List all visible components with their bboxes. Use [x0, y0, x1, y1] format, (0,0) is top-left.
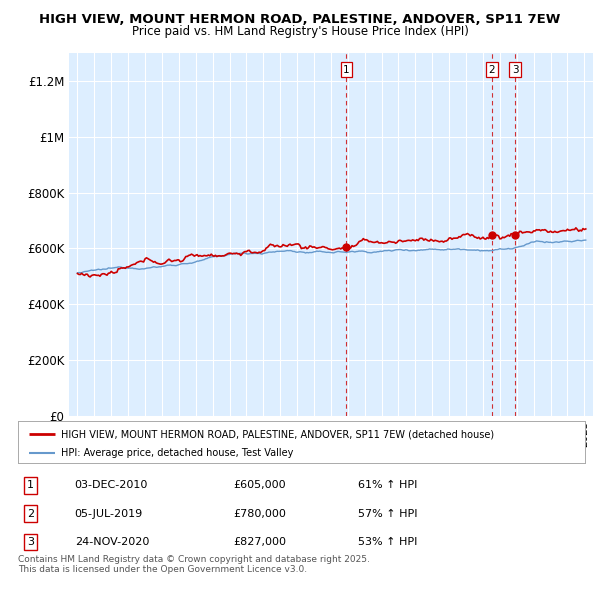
- Text: 61% ↑ HPI: 61% ↑ HPI: [358, 480, 418, 490]
- Text: Contains HM Land Registry data © Crown copyright and database right 2025.
This d: Contains HM Land Registry data © Crown c…: [18, 555, 370, 574]
- Text: 05-JUL-2019: 05-JUL-2019: [75, 509, 143, 519]
- Text: £605,000: £605,000: [233, 480, 286, 490]
- Text: 1: 1: [343, 65, 350, 75]
- Text: £780,000: £780,000: [233, 509, 286, 519]
- Text: £827,000: £827,000: [233, 537, 286, 546]
- Text: HIGH VIEW, MOUNT HERMON ROAD, PALESTINE, ANDOVER, SP11 7EW (detached house): HIGH VIEW, MOUNT HERMON ROAD, PALESTINE,…: [61, 430, 494, 440]
- Text: 53% ↑ HPI: 53% ↑ HPI: [358, 537, 418, 546]
- Text: HPI: Average price, detached house, Test Valley: HPI: Average price, detached house, Test…: [61, 448, 293, 457]
- Text: 57% ↑ HPI: 57% ↑ HPI: [358, 509, 418, 519]
- Text: 2: 2: [27, 509, 34, 519]
- Text: 3: 3: [27, 537, 34, 546]
- Text: Price paid vs. HM Land Registry's House Price Index (HPI): Price paid vs. HM Land Registry's House …: [131, 25, 469, 38]
- Text: 24-NOV-2020: 24-NOV-2020: [75, 537, 149, 546]
- Text: HIGH VIEW, MOUNT HERMON ROAD, PALESTINE, ANDOVER, SP11 7EW: HIGH VIEW, MOUNT HERMON ROAD, PALESTINE,…: [40, 13, 560, 26]
- Text: 03-DEC-2010: 03-DEC-2010: [75, 480, 148, 490]
- Text: 1: 1: [27, 480, 34, 490]
- Text: 2: 2: [488, 65, 495, 75]
- Text: 3: 3: [512, 65, 518, 75]
